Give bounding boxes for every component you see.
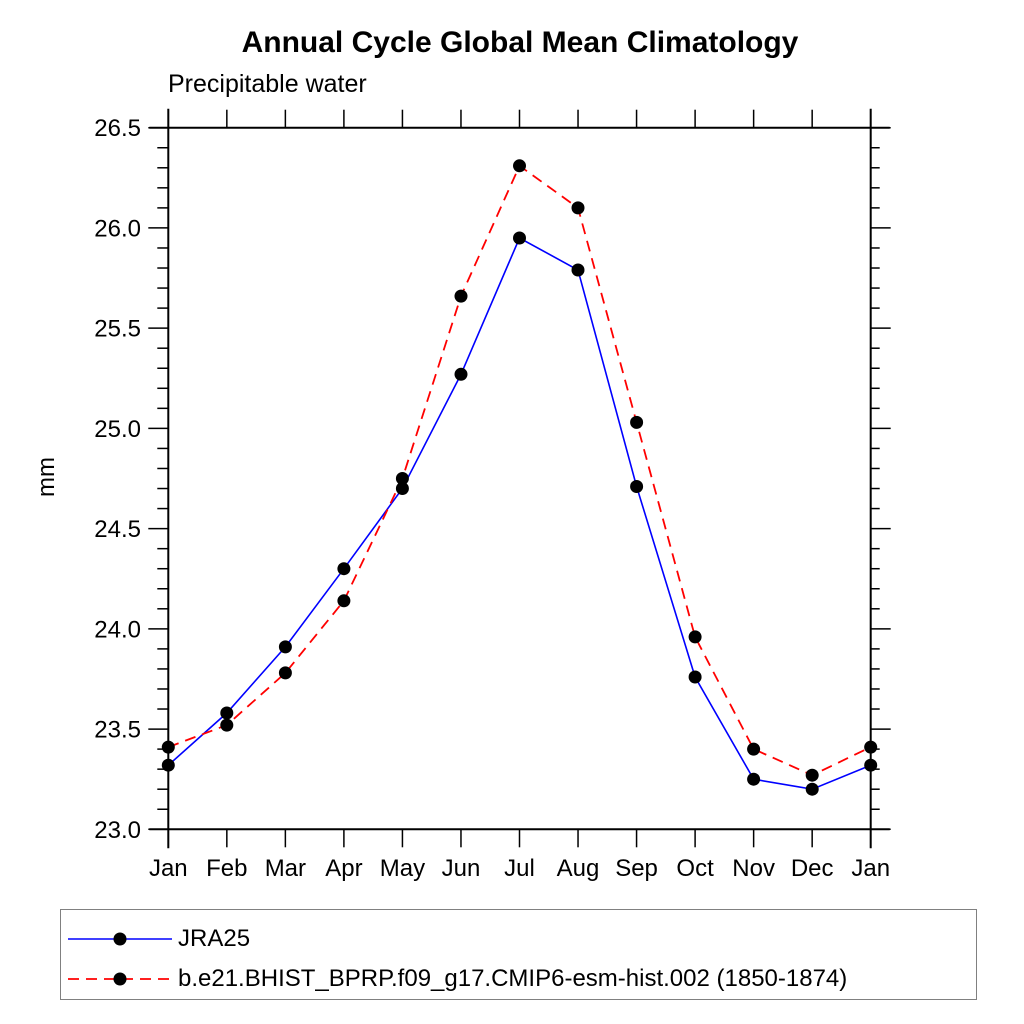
data-point-1-Jan	[161, 740, 175, 754]
y-tick-label: 24.0	[94, 616, 141, 643]
data-point-1-May	[395, 472, 409, 485]
data-point-0-Jan	[864, 758, 878, 772]
legend-item-label: b.e21.BHIST_BPRP.f09_g17.CMIP6-esm-hist.…	[178, 965, 848, 992]
data-point-0-Nov	[747, 772, 761, 786]
y-tick-label: 25.0	[94, 416, 141, 443]
legend-box: JRA25 b.e21.BHIST_BPRP.f09_g17.CMIP6-esm-…	[60, 909, 977, 1000]
data-point-0-May	[395, 482, 409, 495]
x-tick-label: Feb	[206, 855, 247, 882]
x-tick-label: Jul	[504, 855, 535, 882]
x-tick-label: Aug	[557, 855, 600, 882]
data-point-1-Apr	[337, 594, 351, 608]
y-tick-label: 23.0	[94, 817, 141, 844]
x-tick-label: Dec	[791, 855, 834, 882]
x-tick-label: Jan	[851, 855, 890, 882]
x-tick-label: Apr	[325, 855, 362, 882]
data-point-0-Aug	[571, 263, 585, 277]
data-point-0-Jan	[161, 758, 175, 772]
chart-title: Annual Cycle Global Mean Climatology	[241, 26, 799, 59]
x-tick-label: Jan	[149, 855, 188, 882]
data-point-1-Dec	[805, 768, 819, 782]
y-tick-label: 25.5	[94, 316, 141, 343]
y-tick-label: 24.5	[94, 516, 141, 543]
data-point-1-Jan	[864, 740, 878, 754]
data-point-1-Oct	[688, 630, 702, 644]
x-tick-label: Nov	[732, 855, 775, 882]
series-line-1	[167, 164, 872, 777]
data-point-0-Apr	[337, 562, 351, 576]
x-tick-label: Sep	[615, 855, 658, 882]
x-tick-label: Jun	[442, 855, 481, 882]
legend-swatch-line	[68, 972, 172, 986]
legend-item: JRA25	[61, 919, 976, 959]
legend-item-label: JRA25	[178, 925, 251, 952]
data-point-1-Sep	[630, 415, 644, 429]
chart-subtitle: Precipitable water	[168, 70, 367, 98]
data-point-1-Aug	[571, 201, 585, 215]
data-point-0-Oct	[688, 670, 702, 684]
y-tick-label: 26.5	[94, 115, 141, 142]
data-point-0-Jul	[513, 231, 526, 245]
data-point-1-Mar	[278, 666, 292, 680]
y-axis-label: mm	[33, 457, 60, 497]
data-point-0-Mar	[278, 640, 292, 654]
data-point-1-Jun	[454, 289, 468, 303]
x-tick-label: Mar	[265, 855, 306, 882]
y-tick-label: 23.5	[94, 717, 141, 744]
data-point-1-Feb	[220, 718, 234, 732]
x-tick-label: May	[380, 855, 425, 882]
data-point-0-Dec	[805, 782, 819, 796]
x-tick-label: Oct	[676, 855, 714, 882]
data-point-0-Jun	[454, 367, 468, 381]
series-line-0	[167, 236, 872, 791]
data-point-0-Feb	[220, 706, 234, 720]
legend-item: b.e21.BHIST_BPRP.f09_g17.CMIP6-esm-hist.…	[61, 959, 976, 999]
y-tick-label: 26.0	[94, 215, 141, 242]
legend-swatch-line	[68, 932, 172, 946]
data-point-1-Nov	[747, 742, 761, 756]
data-point-1-Jul	[513, 159, 526, 173]
data-point-0-Sep	[630, 480, 644, 493]
